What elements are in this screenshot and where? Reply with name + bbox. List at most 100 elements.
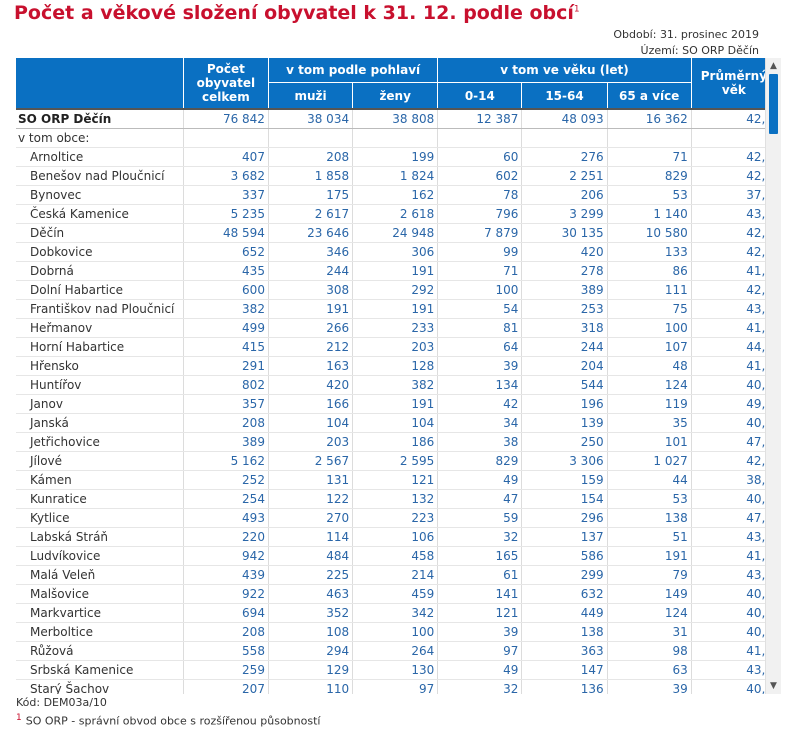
cell-female: 130 bbox=[352, 660, 439, 680]
vertical-scrollbar[interactable]: ▲ ▼ bbox=[765, 58, 781, 694]
cell-age-15-64: 30 135 bbox=[521, 223, 608, 243]
cell-avg-age: 47,1 bbox=[691, 432, 778, 452]
cell-female: 292 bbox=[352, 280, 439, 300]
cell-age-15-64: 253 bbox=[521, 299, 608, 319]
table-row: Srbská Kamenice 259 129 130 49 147 63 43,2 bbox=[16, 660, 778, 680]
cell-population: 3 682 bbox=[183, 166, 269, 186]
cell-age-15-64: 318 bbox=[521, 318, 608, 338]
cell-age-65-plus: 829 bbox=[607, 166, 692, 186]
cell-population: 252 bbox=[183, 470, 269, 490]
table-row: Kunratice 254 122 132 47 154 53 40,9 bbox=[16, 489, 778, 509]
cell-age-0-14: 49 bbox=[437, 660, 523, 680]
cell-age-65-plus: 100 bbox=[607, 318, 692, 338]
scrollbar-thumb[interactable] bbox=[769, 74, 778, 134]
cell-age-0-14: 165 bbox=[437, 546, 523, 566]
cell-male: 463 bbox=[268, 584, 354, 604]
header-total: Počet obyvatel celkem bbox=[183, 58, 269, 110]
table-scroll-area[interactable]: Počet obyvatel celkem v tom podle pohlav… bbox=[16, 58, 781, 694]
cell-age-15-64: 276 bbox=[521, 147, 608, 167]
cell-age-65-plus: 86 bbox=[607, 261, 692, 281]
cell-avg-age: 43,3 bbox=[691, 565, 778, 585]
cell-age-0-14: 60 bbox=[437, 147, 523, 167]
table-row: Huntířov 802 420 382 134 544 124 40,4 bbox=[16, 375, 778, 395]
cell-age-15-64: 159 bbox=[521, 470, 608, 490]
cell-age-65-plus: 101 bbox=[607, 432, 692, 452]
cell-age-0-14: 134 bbox=[437, 375, 523, 395]
cell-name: Jetřichovice bbox=[16, 432, 184, 452]
cell-age-0-14: 78 bbox=[437, 185, 523, 205]
cell-female: 199 bbox=[352, 147, 439, 167]
table-row: Markvartice 694 352 342 121 449 124 40,6 bbox=[16, 603, 778, 623]
cell-age-65-plus: 10 580 bbox=[607, 223, 692, 243]
cell-male: 114 bbox=[268, 527, 354, 547]
cell-name: Růžová bbox=[16, 641, 184, 661]
cell-age-65-plus: 48 bbox=[607, 356, 692, 376]
cell-avg-age: 40,9 bbox=[691, 489, 778, 509]
cell-female: 382 bbox=[352, 375, 439, 395]
cell-age-0-14: 602 bbox=[437, 166, 523, 186]
header-age-65-plus: 65 a více bbox=[607, 82, 692, 110]
cell-population: 208 bbox=[183, 622, 269, 642]
table-row: Merboltice 208 108 100 39 138 31 40,3 bbox=[16, 622, 778, 642]
cell-male: 203 bbox=[268, 432, 354, 452]
cell-female: 24 948 bbox=[352, 223, 439, 243]
cell-female: 121 bbox=[352, 470, 439, 490]
header-by-age: v tom ve věku (let) bbox=[437, 58, 692, 83]
cell-age-15-64: 420 bbox=[521, 242, 608, 262]
scroll-up-arrow-icon[interactable]: ▲ bbox=[770, 61, 777, 71]
cell-male: 244 bbox=[268, 261, 354, 281]
cell-age-65-plus: 35 bbox=[607, 413, 692, 433]
cell-age-0-14: 61 bbox=[437, 565, 523, 585]
table-row: Ludvíkovice 942 484 458 165 586 191 41,5 bbox=[16, 546, 778, 566]
cell-avg-age: 42,1 bbox=[691, 451, 778, 471]
header-by-sex: v tom podle pohlaví bbox=[268, 58, 439, 83]
cell-name: Arnoltice bbox=[16, 147, 184, 167]
table-row: Hřensko 291 163 128 39 204 48 41,7 bbox=[16, 356, 778, 376]
cell-name: Kytlice bbox=[16, 508, 184, 528]
cell-male: 122 bbox=[268, 489, 354, 509]
cell-female: 191 bbox=[352, 394, 439, 414]
cell-name: Dolní Habartice bbox=[16, 280, 184, 300]
table-row: Malá Veleň 439 225 214 61 299 79 43,3 bbox=[16, 565, 778, 585]
cell-male: 166 bbox=[268, 394, 354, 414]
cell-female: 2 618 bbox=[352, 204, 439, 224]
scroll-down-arrow-icon[interactable]: ▼ bbox=[770, 681, 777, 691]
cell-age-65-plus: 53 bbox=[607, 489, 692, 509]
cell-age-0-14: 7 879 bbox=[437, 223, 523, 243]
cell-age-65-plus: 71 bbox=[607, 147, 692, 167]
cell-age-15-64: 2 251 bbox=[521, 166, 608, 186]
total-row-population: 76 842 bbox=[183, 109, 269, 129]
table-row: Františkov nad Ploučnicí 382 191 191 54 253 75… bbox=[16, 299, 778, 319]
table-row: Dobrná 435 244 191 71 278 86 41,1 bbox=[16, 261, 778, 281]
cell-age-15-64: 278 bbox=[521, 261, 608, 281]
cell-age-65-plus: 75 bbox=[607, 299, 692, 319]
cell-population: 439 bbox=[183, 565, 269, 585]
cell-age-65-plus: 63 bbox=[607, 660, 692, 680]
cell-avg-age: 42,5 bbox=[691, 280, 778, 300]
cell-population: 499 bbox=[183, 318, 269, 338]
cell-age-65-plus: 98 bbox=[607, 641, 692, 661]
cell-avg-age: 40,5 bbox=[691, 584, 778, 604]
cell-avg-age: 41,1 bbox=[691, 261, 778, 281]
cell-avg-age: 42,8 bbox=[691, 223, 778, 243]
cell-female: 203 bbox=[352, 337, 439, 357]
cell-population: 802 bbox=[183, 375, 269, 395]
cell-avg-age: 41,7 bbox=[691, 356, 778, 376]
cell-age-65-plus: 39 bbox=[607, 679, 692, 694]
cell-avg-age: 47,7 bbox=[691, 508, 778, 528]
cell-age-65-plus: 124 bbox=[607, 603, 692, 623]
subheader-cell bbox=[691, 128, 778, 148]
total-row-age-0-14: 12 387 bbox=[437, 109, 523, 129]
header-age-0-14: 0-14 bbox=[437, 82, 523, 110]
cell-female: 106 bbox=[352, 527, 439, 547]
table-row: Heřmanov 499 266 233 81 318 100 41,7 bbox=[16, 318, 778, 338]
cell-male: 110 bbox=[268, 679, 354, 694]
cell-age-0-14: 34 bbox=[437, 413, 523, 433]
cell-name: Labská Stráň bbox=[16, 527, 184, 547]
cell-population: 694 bbox=[183, 603, 269, 623]
table-row: Dolní Habartice 600 308 292 100 389 111 42,5 bbox=[16, 280, 778, 300]
cell-age-15-64: 296 bbox=[521, 508, 608, 528]
cell-avg-age: 40,7 bbox=[691, 679, 778, 694]
cell-age-65-plus: 79 bbox=[607, 565, 692, 585]
table-row: Labská Stráň 220 114 106 32 137 51 43,5 bbox=[16, 527, 778, 547]
